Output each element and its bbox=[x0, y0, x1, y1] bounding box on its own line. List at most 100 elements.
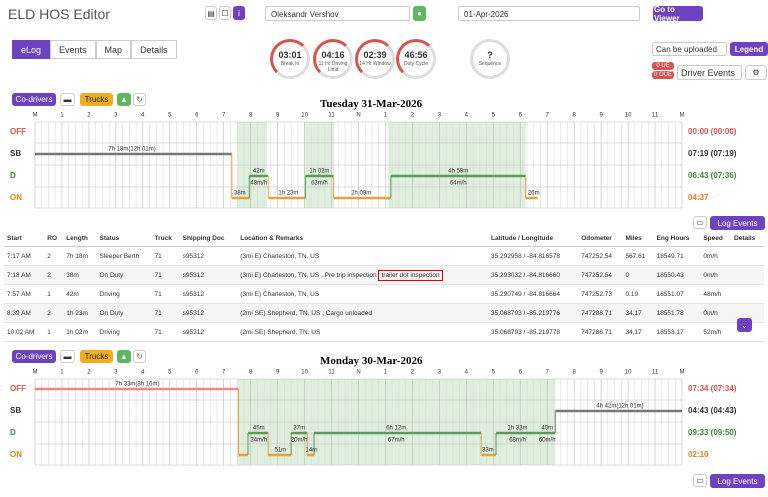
hour-label: 8 bbox=[572, 370, 576, 376]
clock-label: 11 Hr Driving Limit bbox=[318, 60, 348, 73]
cell: s95312 bbox=[179, 322, 238, 342]
cell: 747286.71 bbox=[578, 303, 623, 323]
cell: (2mi SE) Shepherd, TN, US , Cargo unload… bbox=[237, 303, 488, 323]
icon-button[interactable]: ▲ bbox=[117, 93, 131, 106]
hour-label: 6 bbox=[195, 370, 199, 376]
hour-label: 9 bbox=[599, 113, 603, 119]
segment-label: 45m bbox=[253, 426, 265, 432]
codrivers-button[interactable]: Co-drivers bbox=[12, 350, 56, 363]
icon-button[interactable]: ▲ bbox=[117, 350, 131, 363]
legend-button[interactable]: Legend bbox=[730, 42, 768, 56]
hour-label: 4 bbox=[465, 113, 469, 119]
cell: 42m bbox=[63, 284, 97, 304]
cell: 2 bbox=[44, 265, 64, 285]
cell: 0.19 bbox=[622, 284, 654, 304]
tab[interactable]: eLog bbox=[12, 40, 51, 59]
cell: 747286.71 bbox=[578, 322, 623, 342]
cell: s95312 bbox=[179, 265, 238, 285]
status-total: 09:33 (09:50) bbox=[688, 428, 737, 437]
cell: 0m/h bbox=[700, 246, 732, 266]
settings-button[interactable]: ⚙ bbox=[745, 65, 767, 80]
hour-label: 2 bbox=[411, 370, 415, 376]
segment-label: 60m/h bbox=[539, 438, 556, 444]
status-total: 04:43 (04:43) bbox=[688, 406, 737, 415]
hour-label: 3 bbox=[438, 113, 442, 119]
events-select[interactable]: Driver Events bbox=[677, 65, 742, 80]
hour-label: 1 bbox=[60, 370, 64, 376]
hour-label: 11 bbox=[328, 370, 335, 376]
refresh-button[interactable]: ↻ bbox=[133, 93, 146, 106]
hour-label: 3 bbox=[114, 370, 118, 376]
column-header: Eng Hours bbox=[653, 231, 701, 247]
date-input[interactable]: 01-Apr-2026 bbox=[458, 6, 640, 21]
segment-label: 4h 42m(12h 01m) bbox=[596, 404, 643, 410]
refresh-button[interactable]: ↻ bbox=[133, 350, 146, 363]
chat-button[interactable]: ▭ bbox=[693, 474, 707, 487]
cell: 52m/h bbox=[700, 322, 732, 342]
cell: 71 bbox=[151, 303, 180, 323]
clock-value: 04:16 bbox=[321, 50, 345, 60]
tab[interactable]: Map bbox=[95, 40, 132, 59]
status-total: 00:00 (00:00) bbox=[688, 127, 737, 136]
segment-label: 1h 23m bbox=[278, 191, 298, 197]
hour-label: 10 bbox=[301, 113, 308, 119]
cell: 7h 18m bbox=[63, 246, 97, 266]
expand-button[interactable]: ⌄ bbox=[737, 318, 752, 332]
trucks-button[interactable]: Trucks bbox=[80, 350, 113, 363]
hour-label: M bbox=[680, 370, 685, 376]
hour-label: 4 bbox=[465, 370, 469, 376]
truck-button[interactable]: ▬ bbox=[60, 350, 75, 363]
table-row: 7:18 AM 2 38m On Duty 71 s95312 (3mi E) Charle… bbox=[4, 265, 764, 285]
segment-label: 48m/h bbox=[250, 181, 267, 187]
clock-label: Sequence bbox=[478, 60, 502, 67]
clock: 03:01 Break In bbox=[270, 39, 310, 79]
hour-label: 11 bbox=[652, 113, 659, 119]
hour-label: 2 bbox=[87, 113, 91, 119]
segment-label: 40m bbox=[541, 426, 553, 432]
clock-value: 03:01 bbox=[278, 50, 302, 60]
cell bbox=[731, 265, 764, 285]
hour-label: 1 bbox=[384, 113, 388, 119]
trucks-button[interactable]: Trucks bbox=[80, 93, 113, 106]
clock-label: Break In bbox=[280, 60, 300, 67]
status-total: 06:43 (07:36) bbox=[688, 171, 737, 180]
chat-button[interactable]: ▭ bbox=[693, 216, 707, 229]
duty-graph: M 1 2 3 4 5 6 7 8 9 10 11 N 1 2 3 4 5 6 7 8 9 10 11 M OFF 00:00 (0… bbox=[10, 113, 737, 209]
driver-button[interactable]: ● bbox=[413, 6, 426, 21]
segment-label: 26m bbox=[528, 191, 540, 197]
codrivers-button[interactable]: Co-drivers bbox=[12, 93, 56, 106]
tab[interactable]: Details bbox=[131, 40, 177, 59]
log-events-button[interactable]: Log Events bbox=[710, 216, 765, 230]
badge: 0 UE bbox=[652, 62, 674, 70]
info-button[interactable]: i bbox=[233, 6, 245, 20]
hour-label: 9 bbox=[599, 370, 603, 376]
hour-label: N bbox=[356, 370, 360, 376]
clock-value: 46:56 bbox=[404, 50, 428, 60]
upload-select[interactable]: Can be uploaded bbox=[652, 42, 727, 56]
hour-label: 10 bbox=[625, 113, 632, 119]
icon-button[interactable]: ▤ bbox=[205, 6, 217, 20]
hour-label: 7 bbox=[222, 113, 226, 119]
icon-button[interactable]: ☐ bbox=[219, 6, 231, 20]
hour-label: 6 bbox=[195, 113, 199, 119]
cell: (3mi E) Charleston, TN, US , Pre trip in… bbox=[237, 265, 488, 285]
cell: 1h 23m bbox=[63, 303, 97, 323]
cell: 7:17 AM bbox=[4, 246, 45, 266]
segment-label: 1h 33m bbox=[508, 426, 528, 432]
segment-label: 64m/h bbox=[450, 181, 467, 187]
go-button[interactable]: Go to Viewer bbox=[653, 5, 703, 23]
tab[interactable]: Events bbox=[50, 40, 96, 59]
segment-label: 4h 58m bbox=[448, 169, 468, 175]
clock-value: ? bbox=[487, 50, 493, 60]
segment-label: 1h 02m bbox=[309, 169, 329, 175]
segment-label: 37m bbox=[293, 426, 305, 432]
segment-label: 33m bbox=[482, 448, 494, 454]
truck-button[interactable]: ▬ bbox=[60, 93, 75, 106]
segment-label: 38m bbox=[234, 191, 246, 197]
hour-label: 5 bbox=[492, 370, 496, 376]
log-events-button[interactable]: Log Events bbox=[710, 474, 765, 488]
segment-label: 68m/h bbox=[509, 438, 526, 444]
day-title: Tuesday 31-Mar-2026 bbox=[320, 98, 423, 110]
driver-select[interactable]: Oleksandr Vershov bbox=[265, 6, 410, 21]
